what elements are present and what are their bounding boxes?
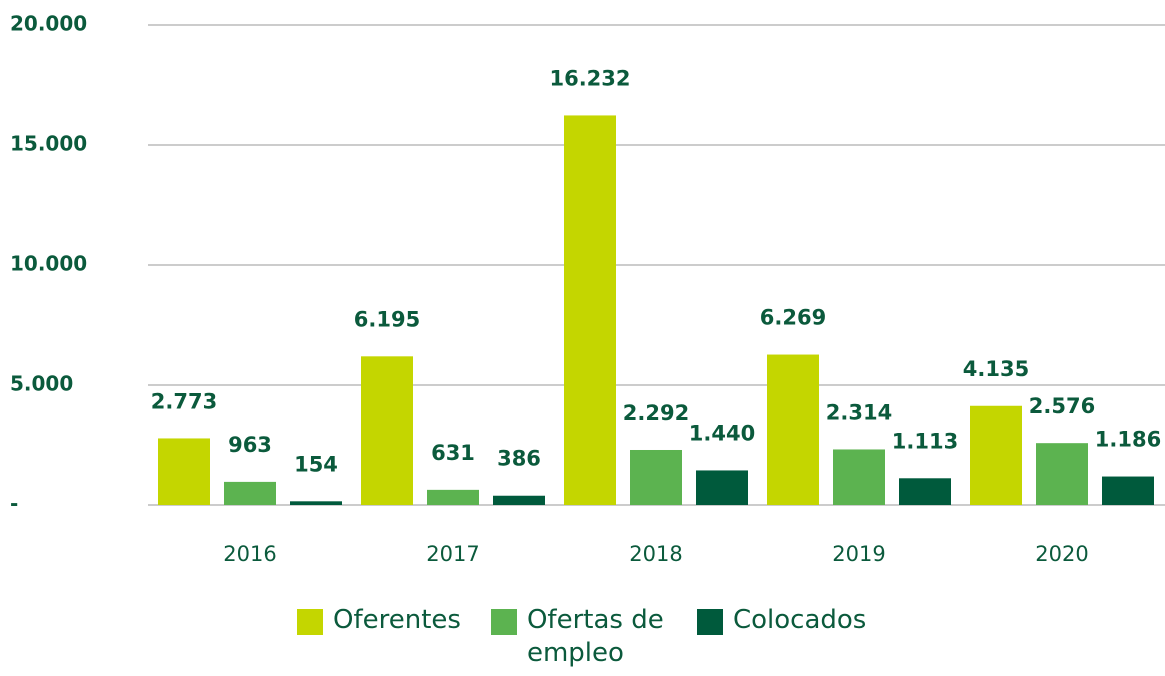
legend-label: Oferentes [333, 605, 461, 635]
bar [1102, 476, 1154, 505]
bar [970, 405, 1022, 505]
x-tick-label: 2016 [223, 542, 276, 566]
x-tick-label: 2018 [629, 542, 682, 566]
value-label: 386 [497, 447, 541, 471]
value-label: 2.292 [623, 401, 689, 425]
value-label: 4.135 [963, 357, 1029, 381]
bar [158, 438, 210, 505]
value-label: 154 [294, 452, 338, 476]
bar [833, 449, 885, 505]
value-label: 631 [431, 441, 475, 465]
bar [290, 501, 342, 505]
y-tick-label: 5.000 [10, 372, 73, 396]
bar [767, 354, 819, 505]
value-label: 6.269 [760, 306, 826, 330]
plot: - 5.000 10.000 15.000 20.000 2016 2.773 963 154 2… [10, 12, 1165, 566]
bar [899, 478, 951, 505]
bar [564, 115, 616, 505]
legend: Oferentes Ofertas de empleo Colocados [297, 604, 896, 670]
value-label: 1.440 [689, 421, 755, 445]
bar [493, 495, 545, 505]
bar [696, 470, 748, 505]
bar [630, 449, 682, 505]
x-tick-label: 2020 [1035, 542, 1088, 566]
legend-swatch [490, 609, 517, 635]
value-label: 6.195 [354, 307, 420, 331]
legend-swatch [696, 609, 723, 635]
bar [361, 356, 413, 505]
bar [1036, 443, 1088, 505]
legend-label: Ofertas de empleo [526, 605, 664, 668]
x-tick-label: 2019 [832, 542, 885, 566]
legend-item: Colocados [696, 604, 867, 670]
value-label: 16.232 [549, 66, 630, 90]
value-label: 2.314 [826, 400, 892, 424]
legend-item: Ofertas de empleo [490, 604, 667, 670]
y-tick-label: 15.000 [10, 132, 87, 156]
value-label: 963 [228, 433, 272, 457]
y-tick-label: - [10, 492, 18, 516]
legend-item: Oferentes [297, 604, 461, 670]
value-label: 1.186 [1095, 428, 1161, 452]
legend-swatch [297, 609, 323, 635]
bar [224, 481, 276, 505]
value-label: 2.773 [151, 389, 217, 413]
legend-label: Colocados [732, 605, 867, 635]
value-label: 1.113 [892, 429, 958, 453]
y-tick-label: 10.000 [10, 252, 87, 276]
value-label: 2.576 [1029, 394, 1095, 418]
x-tick-label: 2017 [426, 542, 479, 566]
y-tick-label: 20.000 [10, 12, 87, 36]
bar [427, 489, 479, 505]
